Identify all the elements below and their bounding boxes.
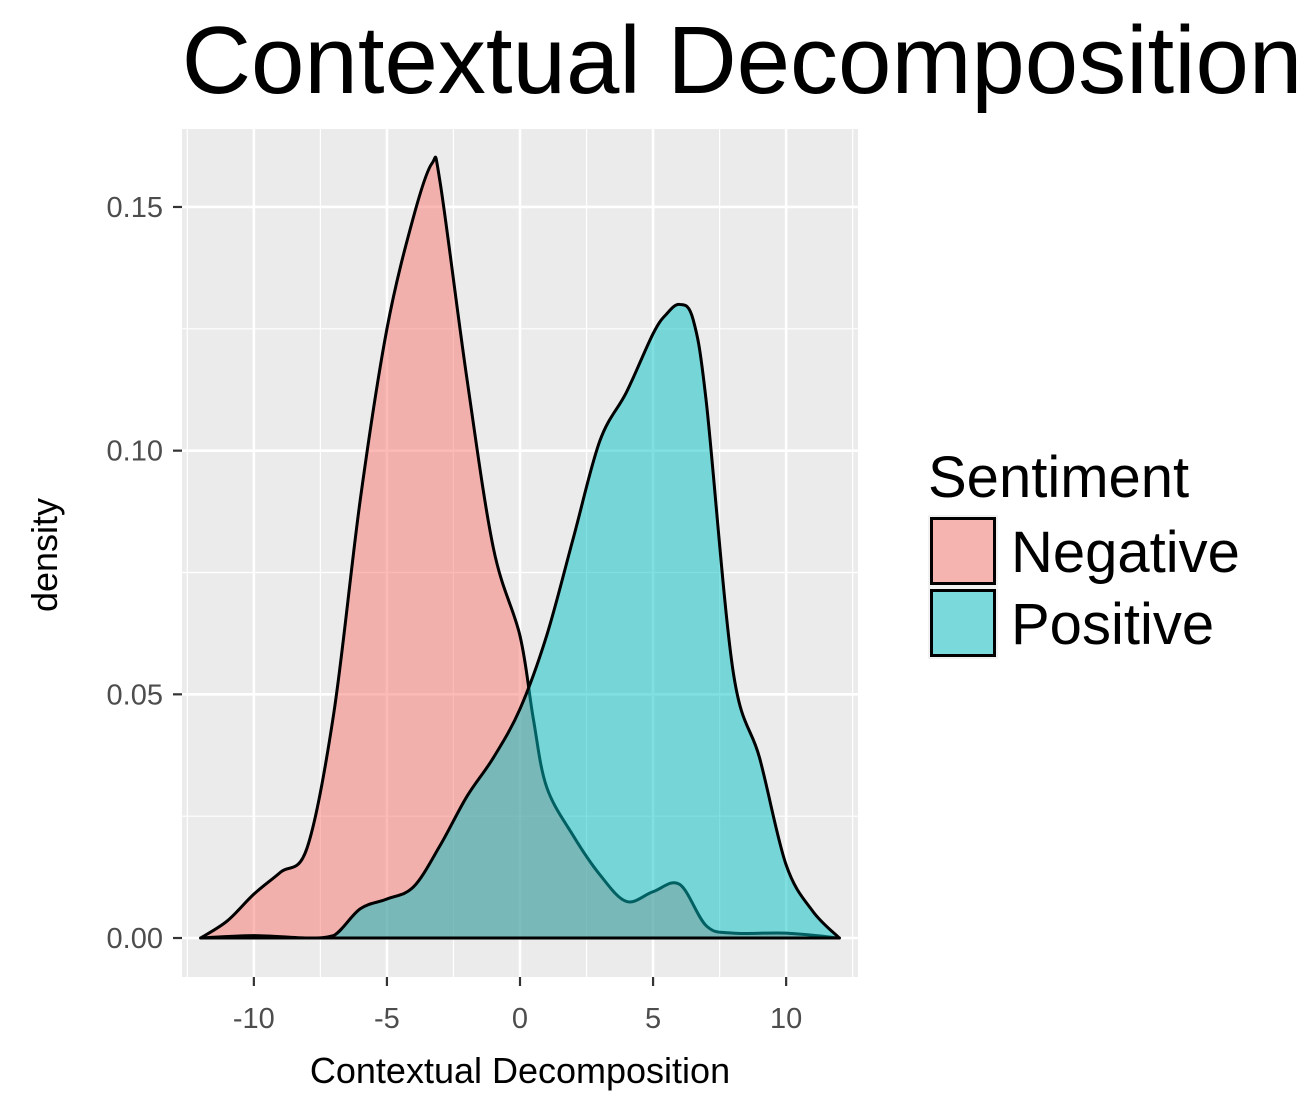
density-area-positive	[199, 302, 841, 940]
x-tick-label: 0	[512, 1003, 528, 1035]
y-tick-label: 0.00	[107, 923, 163, 955]
y-axis: 0.00 0.05 0.10 0.15	[107, 192, 182, 955]
legend: Sentiment Negative Positive	[928, 445, 1240, 659]
y-tick-label: 0.10	[107, 436, 163, 468]
x-tick-label: 10	[770, 1003, 802, 1035]
x-tick-label: -5	[374, 1003, 400, 1035]
y-tick-label: 0.05	[107, 679, 163, 711]
legend-title: Sentiment	[928, 445, 1189, 510]
legend-label-positive: Positive	[1011, 592, 1214, 657]
legend-swatch-positive	[930, 589, 996, 657]
chart-title: Contextual Decomposition	[182, 7, 1303, 114]
x-axis: -10 -5 0 5 10	[233, 977, 802, 1035]
y-tick-label: 0.15	[107, 192, 163, 224]
y-axis-title: density	[24, 498, 65, 612]
legend-label-negative: Negative	[1011, 520, 1240, 585]
x-tick-label: -10	[233, 1003, 275, 1035]
x-axis-title: Contextual Decomposition	[310, 1050, 730, 1091]
density-areas	[199, 155, 841, 940]
x-tick-label: 5	[645, 1003, 661, 1035]
legend-swatch-negative	[930, 517, 996, 585]
